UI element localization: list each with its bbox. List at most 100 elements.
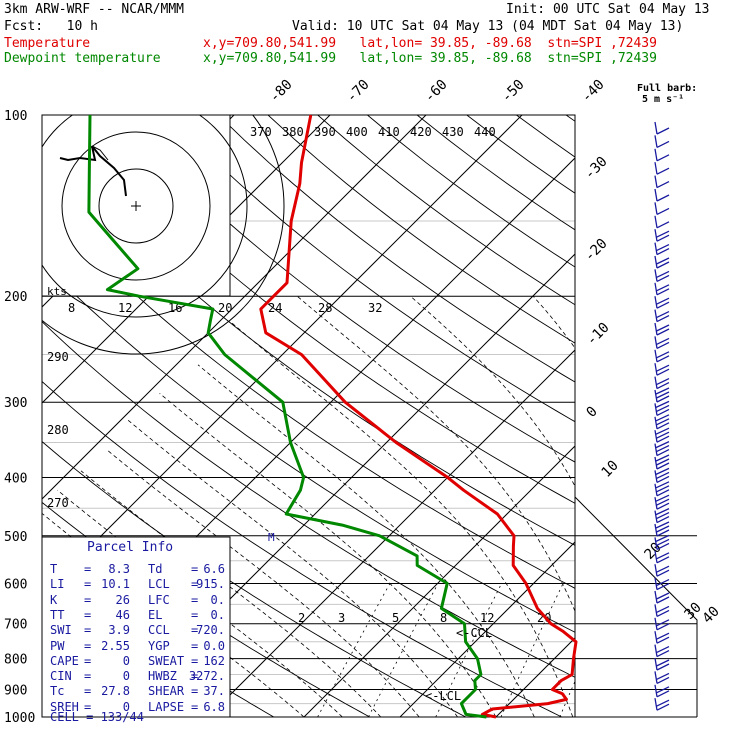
parcel-row-value1: 2.55 xyxy=(101,638,130,653)
wind-barb xyxy=(654,631,658,644)
wind-barb-flag xyxy=(655,534,670,542)
parcel-eq: = xyxy=(84,577,92,592)
barb-key-unit: 5 m s⁻¹ xyxy=(642,94,685,105)
wind-barb-flag xyxy=(656,646,670,654)
mixing-ratio-line xyxy=(500,583,564,717)
parcel-row-key2: Td xyxy=(148,562,163,576)
dry-adiabat-label: 270 xyxy=(47,496,69,510)
theta-label: 440 xyxy=(474,125,496,139)
pressure-label: 700 xyxy=(4,618,27,633)
moist-adiabat xyxy=(296,295,575,613)
forecast-hour: Fcst: 10 h xyxy=(4,19,98,34)
isotherm xyxy=(399,541,575,717)
hodograph-speed-label: 12 xyxy=(118,301,132,315)
isotherm xyxy=(42,115,427,500)
wind-barb xyxy=(654,497,658,510)
lcl-marker: <-LCL xyxy=(425,689,462,703)
parcel-eq: = xyxy=(191,577,199,592)
wind-barb-flag xyxy=(656,609,670,617)
wind-barb-flag xyxy=(656,489,670,497)
wind-barb xyxy=(654,269,658,282)
parcel-row-key2: LCL xyxy=(148,577,170,592)
wind-barb-flag xyxy=(656,270,670,278)
wind-barb xyxy=(654,550,658,563)
hodograph-speed-label: 24 xyxy=(268,301,282,315)
wind-barb xyxy=(654,121,658,135)
dry-adiabat xyxy=(68,115,575,504)
cell-motion: CELL = 133/44 xyxy=(50,710,144,724)
parcel-row-value2: 162 xyxy=(203,653,225,668)
dewpoint-location: x,y=709.80,541.99 lat,lon= 39.85, -89.68… xyxy=(203,51,657,66)
wind-barb-flag xyxy=(655,467,670,475)
wind-barb-flag xyxy=(656,435,670,443)
parcel-eq: = xyxy=(191,684,199,699)
wind-barb-flag xyxy=(656,315,670,323)
mixing-ratio-line xyxy=(559,680,575,717)
wind-barb-flag xyxy=(656,234,670,242)
wind-barb-flag xyxy=(656,301,670,309)
theta-label: 400 xyxy=(346,125,368,139)
dry-adiabat xyxy=(267,115,575,344)
parcel-eq: = xyxy=(191,623,199,638)
wind-barb-flag xyxy=(656,154,670,162)
wind-barb xyxy=(654,657,658,671)
wind-barb xyxy=(654,376,658,389)
parcel-eq: = xyxy=(84,562,92,576)
wind-barb-flag xyxy=(656,449,670,457)
parcel-row-value2: 6.6 xyxy=(203,562,225,576)
parcel-row-value2: 915. xyxy=(196,577,225,592)
wind-barb-flag xyxy=(655,481,670,489)
hodograph-trace xyxy=(91,145,109,161)
pressure-label: 300 xyxy=(4,396,27,411)
wind-barb-flag xyxy=(656,529,670,537)
wind-barb-flag xyxy=(656,230,670,238)
wind-barb-flag xyxy=(656,418,670,426)
theta-label: 370 xyxy=(250,125,272,139)
parcel-eq: = xyxy=(191,699,199,714)
parcel-row-value1: 8.3 xyxy=(108,562,130,576)
wind-barb-flag xyxy=(656,475,670,483)
theta-label: 430 xyxy=(442,125,464,139)
dry-adiabat xyxy=(42,141,575,546)
wind-barb-flag xyxy=(656,596,670,604)
parcel-eq: = xyxy=(191,669,199,684)
wind-barb-flag xyxy=(656,274,670,282)
parcel-row-key2: YGP xyxy=(148,638,170,653)
isotherm xyxy=(207,349,575,717)
isotherm-label: -30 xyxy=(582,154,611,183)
hodograph-speed-label: 32 xyxy=(368,301,382,315)
wind-barb-flag xyxy=(656,565,670,573)
wind-barb xyxy=(654,202,658,215)
dry-adiabat xyxy=(42,261,575,633)
parcel-row: K xyxy=(50,592,58,607)
wind-barb-flag xyxy=(656,699,670,707)
dry-adiabat-label: 280 xyxy=(47,423,69,437)
parcel-row: SWI xyxy=(50,623,72,638)
wind-barb-flag xyxy=(656,244,670,252)
parcel-row-value2: 0. xyxy=(210,592,225,607)
parcel-row-value2: 6.8 xyxy=(203,699,225,714)
wind-barb xyxy=(654,162,658,175)
dry-adiabat xyxy=(565,115,575,122)
dry-adiabat xyxy=(42,321,575,678)
wind-barb-flag xyxy=(656,605,670,613)
wind-barb-flag xyxy=(656,502,670,510)
wind-barb xyxy=(654,135,658,148)
isotherm xyxy=(42,115,523,596)
wind-barb-flag xyxy=(656,445,670,453)
parcel-row-value1: 10.1 xyxy=(101,577,130,592)
wind-barb-flag xyxy=(656,458,670,466)
wind-barb xyxy=(654,671,658,684)
wind-barb-flag xyxy=(656,623,670,631)
wind-barb xyxy=(654,215,658,228)
mixing-ratio-label: 3 xyxy=(338,611,345,625)
dewpoint-legend: Dewpoint temperature xyxy=(4,51,161,66)
moist-adiabat xyxy=(648,296,727,717)
wind-barb-flag xyxy=(655,387,670,395)
wind-barb-flag xyxy=(656,516,670,524)
isotherm-label: 10 xyxy=(599,458,622,481)
parcel-row-value2: 37. xyxy=(203,684,225,699)
parcel-row: LI xyxy=(50,577,65,592)
pressure-label: 200 xyxy=(4,290,27,305)
wind-barb-flag xyxy=(656,471,670,479)
